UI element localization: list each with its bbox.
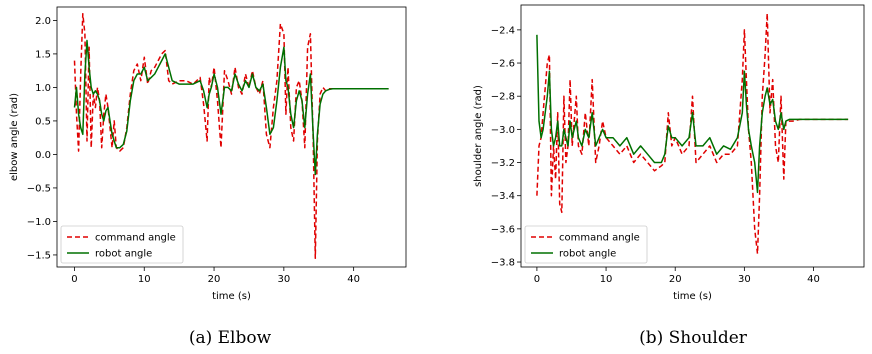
x-tick-label: 30 — [277, 274, 290, 285]
elbow-legend: command angle robot angle — [60, 225, 184, 264]
y-tick-label: 0.0 — [35, 150, 51, 161]
y-tick-label: −3.8 — [491, 258, 515, 269]
x-tick-label: 0 — [71, 274, 77, 285]
robot-angle-line — [536, 34, 849, 194]
x-tick-label: 30 — [738, 274, 751, 285]
legend-robot-label: robot angle — [95, 249, 152, 260]
robot-angle-line — [73, 39, 389, 176]
shoulder-chart: 0 10 20 30 40 −3.8 −3.6 −3.4 −3.2 −3.0 −2.8 −2.6 −2.… — [473, 4, 865, 348]
y-tick-label: 1.0 — [35, 83, 51, 94]
elbow-y-axis-label: elbow angle (rad) — [9, 93, 20, 181]
y-tick-label: −3.6 — [491, 224, 515, 235]
x-tick-label: 20 — [669, 274, 682, 285]
y-tick-label: 1.5 — [35, 49, 51, 60]
x-tick-label: 10 — [138, 274, 151, 285]
x-tick-label: 10 — [600, 274, 613, 285]
elbow-caption: (a) Elbow — [189, 328, 272, 348]
command-angle-line — [73, 12, 389, 260]
legend-robot-label: robot angle — [559, 249, 616, 260]
x-tick-label: 20 — [208, 274, 221, 285]
y-tick-label: −1.5 — [27, 250, 51, 261]
command-angle-line — [536, 12, 849, 255]
y-tick-label: −3.4 — [491, 191, 515, 202]
elbow-x-axis-label: time (s) — [212, 291, 251, 302]
legend-command-label: command angle — [95, 233, 176, 244]
y-tick-label: −2.6 — [491, 59, 515, 70]
y-tick-label: −1.0 — [27, 217, 51, 228]
y-tick-label: 0.5 — [35, 116, 51, 127]
shoulder-legend: command angle robot angle — [524, 225, 648, 264]
y-tick-label: −3.0 — [491, 125, 515, 136]
shoulder-y-axis-label: shoulder angle (rad) — [473, 85, 484, 187]
y-tick-label: 2.0 — [35, 16, 51, 27]
shoulder-x-axis-label: time (s) — [673, 291, 712, 302]
x-tick-label: 40 — [347, 274, 360, 285]
elbow-chart: 0 10 20 30 40 −1.5 −1.0 −0.5 0.0 0.5 1.0 1.5 2.0 tim… — [9, 6, 407, 348]
x-tick-label: 0 — [534, 274, 540, 285]
legend-command-label: command angle — [559, 233, 640, 244]
shoulder-caption: (b) Shoulder — [639, 328, 748, 348]
y-tick-label: −2.8 — [491, 92, 515, 103]
y-tick-label: −0.5 — [27, 183, 51, 194]
y-tick-label: −3.2 — [491, 158, 515, 169]
y-tick-label: −2.4 — [491, 25, 515, 36]
x-tick-label: 40 — [807, 274, 820, 285]
